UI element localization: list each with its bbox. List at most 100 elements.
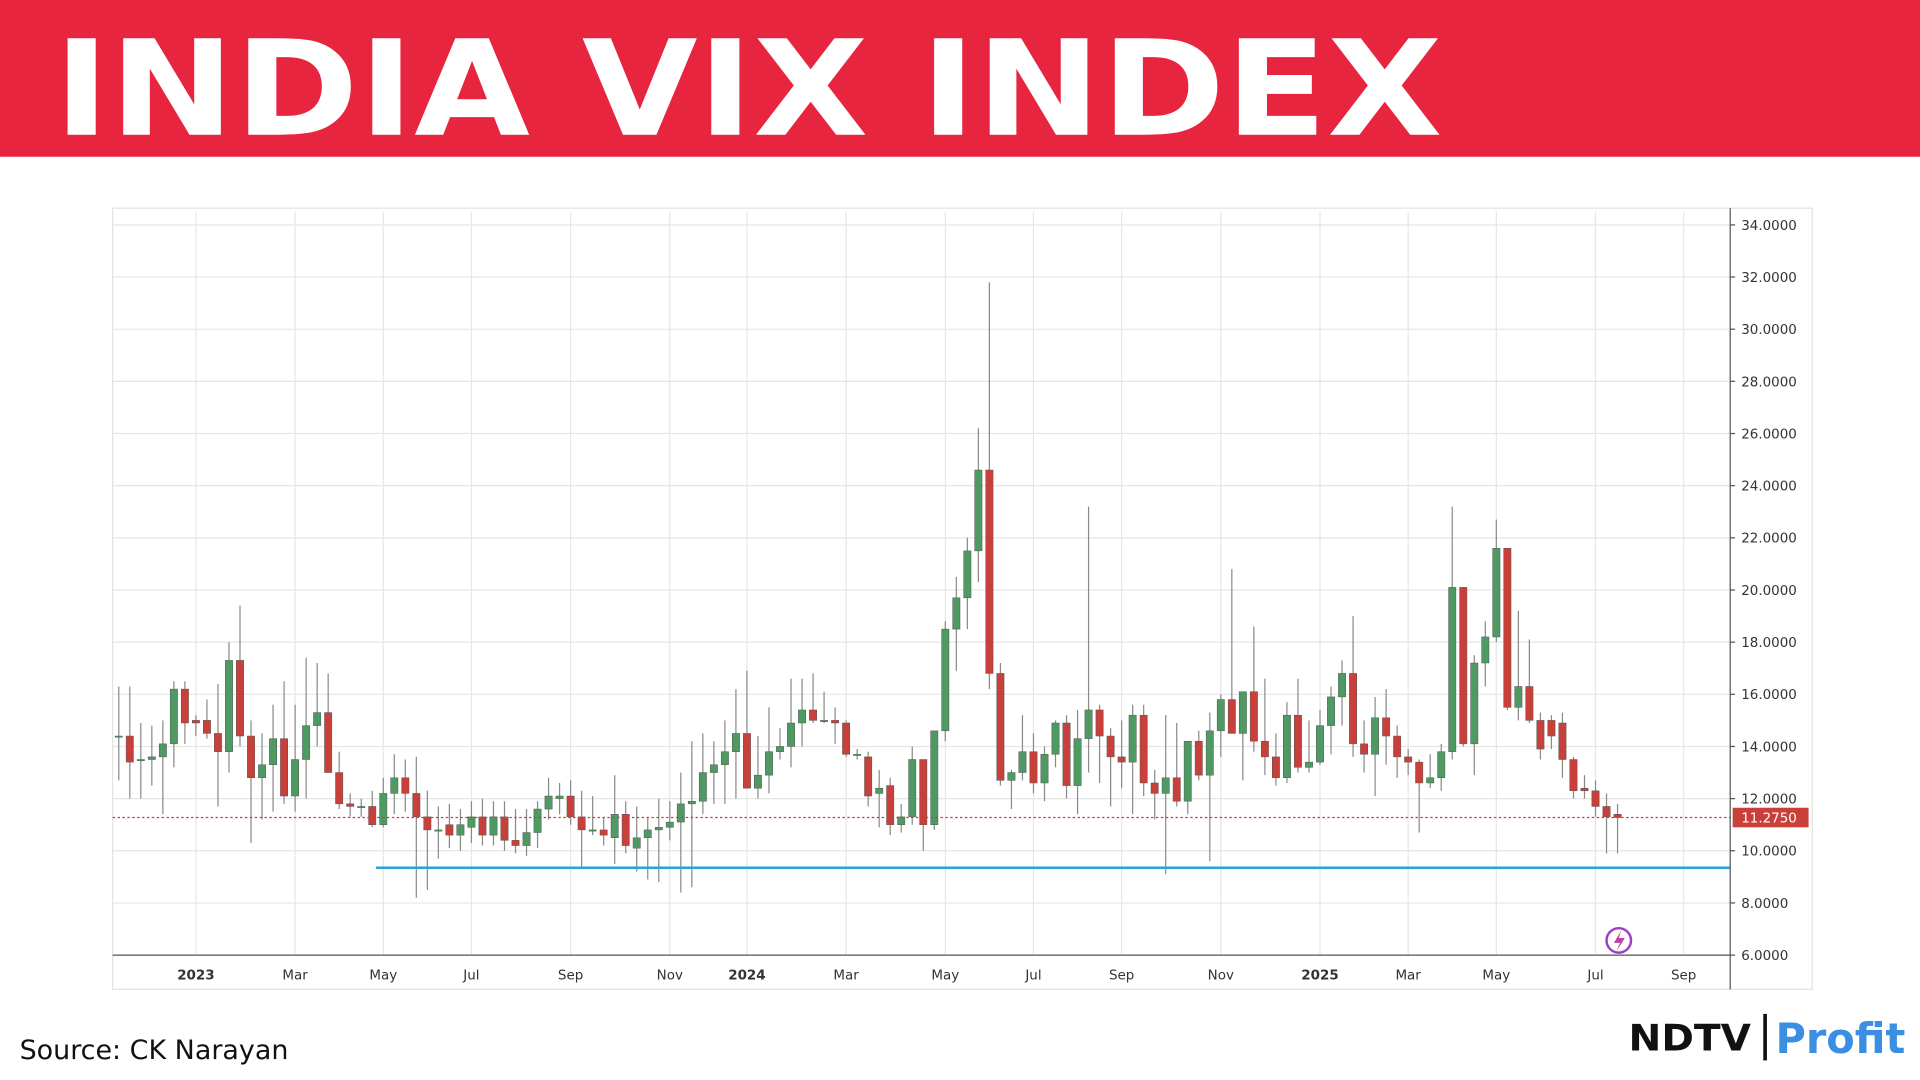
candle-body bbox=[180, 688, 189, 724]
candle-body bbox=[313, 712, 322, 726]
candle-body bbox=[941, 628, 950, 732]
candle-body bbox=[1349, 673, 1357, 745]
candle-body bbox=[1095, 709, 1104, 737]
candle-body bbox=[1602, 806, 1611, 818]
x-tick-label: Mar bbox=[833, 969, 859, 984]
candle-body bbox=[158, 743, 167, 758]
candle-body bbox=[1316, 725, 1324, 763]
candle-body bbox=[368, 806, 377, 825]
candle-body bbox=[809, 709, 817, 721]
y-tick-label: 6.0000 bbox=[1741, 949, 1788, 964]
candle-body bbox=[985, 469, 994, 674]
candle-body bbox=[588, 829, 597, 832]
y-tick-label: 22.0000 bbox=[1741, 532, 1797, 547]
x-tick-label: 2025 bbox=[1301, 969, 1338, 984]
candle-body bbox=[676, 803, 685, 823]
candle-body bbox=[478, 816, 487, 836]
candle-body bbox=[302, 725, 311, 760]
x-tick-label: May bbox=[1482, 969, 1510, 984]
y-tick-label: 26.0000 bbox=[1741, 427, 1797, 442]
candle-body bbox=[280, 738, 288, 797]
logo-profit: Profit bbox=[1776, 1014, 1906, 1063]
candle-body bbox=[445, 824, 454, 836]
candle-body bbox=[1073, 738, 1082, 786]
x-tick-label: Mar bbox=[1395, 969, 1421, 984]
candle-body bbox=[632, 837, 641, 849]
candle-body bbox=[919, 759, 928, 825]
candle-body bbox=[1580, 787, 1589, 792]
candle-body bbox=[357, 806, 366, 808]
candle-body bbox=[147, 756, 156, 760]
event-icon bbox=[1605, 926, 1633, 954]
candle-body bbox=[963, 550, 972, 599]
candle-body bbox=[1283, 714, 1291, 779]
candle-body bbox=[1062, 722, 1071, 786]
candle-body bbox=[842, 722, 851, 755]
candle-body bbox=[412, 793, 421, 818]
y-tick-label: 32.0000 bbox=[1741, 271, 1797, 286]
y-tick-label: 34.0000 bbox=[1741, 219, 1797, 234]
logo-ndtv: NDTV bbox=[1629, 1017, 1752, 1060]
candle-body bbox=[434, 829, 443, 832]
candle-body bbox=[1558, 722, 1567, 760]
candle-body bbox=[1525, 686, 1534, 721]
candle-body bbox=[720, 751, 729, 765]
candle-body bbox=[522, 832, 531, 846]
candle-body bbox=[754, 774, 762, 789]
y-tick-label: 12.0000 bbox=[1741, 793, 1797, 808]
candle-body bbox=[853, 754, 862, 756]
candle-body bbox=[1194, 741, 1203, 776]
candle-body bbox=[379, 793, 388, 825]
y-tick-label: 10.0000 bbox=[1741, 845, 1797, 860]
candle-body bbox=[1139, 714, 1148, 784]
candle-body bbox=[544, 795, 553, 810]
candle-body bbox=[1404, 756, 1413, 763]
candle-body bbox=[643, 829, 652, 838]
candle-body bbox=[1382, 717, 1391, 737]
candle-body bbox=[1591, 790, 1600, 807]
x-tick-label: Jul bbox=[1586, 969, 1603, 984]
candle-body bbox=[1360, 743, 1368, 755]
candle-body bbox=[1514, 686, 1523, 708]
candle-body bbox=[136, 759, 145, 761]
candle-body bbox=[1249, 691, 1258, 742]
candle-body bbox=[776, 746, 784, 752]
candle-body bbox=[599, 829, 608, 836]
candle-body bbox=[1547, 720, 1556, 737]
candle-body bbox=[1536, 720, 1545, 750]
candle-body bbox=[203, 720, 211, 734]
candle-body bbox=[698, 772, 707, 802]
candle-body bbox=[236, 660, 244, 737]
y-tick-label: 28.0000 bbox=[1741, 375, 1797, 390]
candle-body bbox=[335, 772, 344, 805]
candle-body bbox=[610, 814, 619, 838]
candle-body bbox=[820, 720, 828, 722]
y-tick-label: 24.0000 bbox=[1741, 480, 1797, 495]
source-note: Source: CK Narayan bbox=[20, 1035, 289, 1066]
candle-body bbox=[864, 756, 873, 797]
y-tick-label: 18.0000 bbox=[1741, 636, 1797, 651]
candle-body bbox=[1393, 735, 1402, 758]
candle-body bbox=[1117, 756, 1126, 763]
candle-body bbox=[1106, 735, 1115, 758]
candle-body bbox=[423, 816, 432, 831]
candle-body bbox=[1294, 714, 1302, 768]
candle-body bbox=[1205, 730, 1214, 776]
candle-body bbox=[665, 821, 674, 828]
grid bbox=[112, 211, 1731, 956]
candle-body bbox=[489, 816, 498, 836]
candle-body bbox=[467, 816, 476, 828]
candle-body bbox=[787, 722, 795, 747]
candle-body bbox=[533, 808, 542, 833]
candle-body bbox=[1238, 691, 1247, 734]
candle-body bbox=[225, 660, 233, 752]
candle-body bbox=[974, 469, 983, 552]
candle-body bbox=[269, 738, 277, 765]
candle-body bbox=[831, 720, 840, 724]
candle-body bbox=[1183, 741, 1192, 802]
candle-body bbox=[324, 712, 333, 773]
candle-body bbox=[258, 764, 266, 779]
x-tick-label: Mar bbox=[282, 969, 308, 984]
marks bbox=[112, 282, 1731, 898]
candle-body bbox=[1470, 662, 1479, 745]
